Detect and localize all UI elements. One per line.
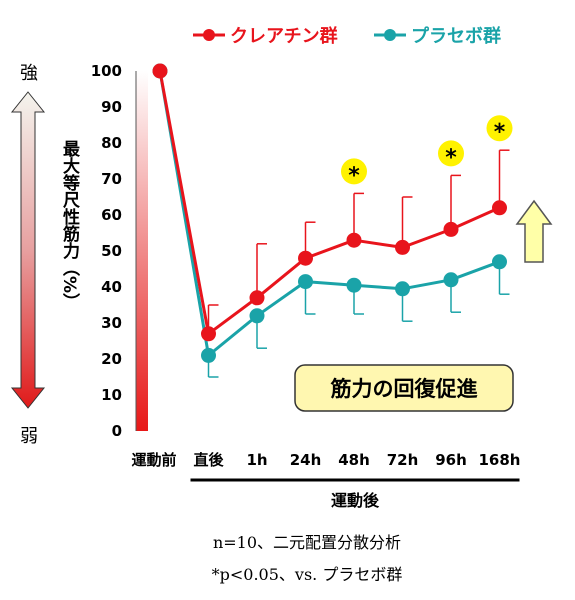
callout-box [294, 364, 514, 412]
data-point-creatine [492, 200, 507, 216]
x-tick-label: 運動前 [131, 451, 176, 469]
data-point-placebo [249, 308, 265, 324]
y-tick-label: 80 [101, 134, 122, 152]
significance-star-highlight [486, 115, 513, 142]
series-line-creatine [158, 70, 501, 336]
series-lines [158, 70, 501, 357]
strength-scale-arrow [10, 91, 46, 409]
y-tick-label: 100 [91, 62, 122, 80]
x-tick-label: 48h [338, 451, 370, 469]
y-tick-label: 50 [101, 242, 122, 260]
data-point-placebo [443, 272, 459, 288]
legend-label-placebo: プラセボ群 [411, 25, 501, 47]
improvement-up-arrow [515, 199, 553, 263]
data-point-creatine [152, 63, 168, 79]
y-tick-label: 30 [101, 314, 122, 332]
y-tick-label: 0 [112, 422, 122, 440]
callout-text: 筋力の回復促進 [330, 377, 478, 401]
x-tick-label: 168h [479, 451, 521, 469]
data-point-placebo [201, 347, 216, 363]
significance-stars: * * * [341, 115, 513, 188]
data-point-creatine [298, 250, 313, 266]
significance-note: *p<0.05、vs. プラセボ群 [212, 565, 403, 584]
data-point-creatine [443, 221, 459, 237]
data-point-creatine [346, 232, 362, 248]
label-strong: 強 [20, 63, 38, 84]
significance-star: * [348, 163, 360, 188]
series-points [152, 63, 507, 363]
data-point-creatine [249, 290, 265, 306]
data-point-creatine [201, 326, 216, 342]
data-point-placebo [492, 254, 507, 270]
baseline-gradient-bar [136, 71, 148, 431]
y-tick-label: 70 [101, 170, 122, 188]
significance-star: * [445, 145, 457, 170]
label-weak: 弱 [20, 426, 38, 447]
x-tick-label: 直後 [193, 451, 224, 469]
y-axis-ticks: 0 10 20 30 40 50 60 70 80 90 100 [91, 62, 122, 440]
y-tick-label: 60 [101, 206, 122, 224]
legend-label-creatine: クレアチン群 [230, 25, 338, 47]
y-tick-label: 20 [101, 350, 122, 368]
x-tick-label: 96h [435, 451, 467, 469]
analysis-note: n=10、二元配置分散分析 [213, 533, 401, 552]
y-tick-label: 90 [101, 98, 122, 116]
data-point-placebo [298, 274, 313, 290]
legend: クレアチン群 プラセボ群 [193, 25, 501, 47]
legend-item-creatine: クレアチン群 [193, 25, 338, 47]
significance-star-highlight [341, 158, 367, 185]
recovery-callout: 筋力の回復促進 [294, 364, 514, 412]
data-point-placebo [395, 281, 410, 297]
y-tick-label: 10 [101, 386, 122, 404]
significance-star-highlight [438, 140, 464, 167]
x-axis-title: 運動後 [331, 491, 380, 510]
significance-star: * [494, 120, 506, 145]
error-bars [207, 149, 510, 378]
x-tick-label: 24h [290, 451, 322, 469]
y-tick-label: 40 [101, 278, 122, 296]
x-axis-ticks: 運動前 直後 1h 24h 48h 72h 96h 168h [131, 451, 520, 469]
series-line-placebo [158, 70, 501, 357]
legend-item-placebo: プラセボ群 [374, 25, 501, 47]
data-point-creatine [395, 239, 410, 255]
data-point-placebo [346, 277, 362, 293]
x-tick-label: 72h [387, 451, 419, 469]
x-tick-label: 1h [246, 451, 267, 469]
y-axis-label: 最大等尺性筋力（%） [59, 140, 81, 310]
